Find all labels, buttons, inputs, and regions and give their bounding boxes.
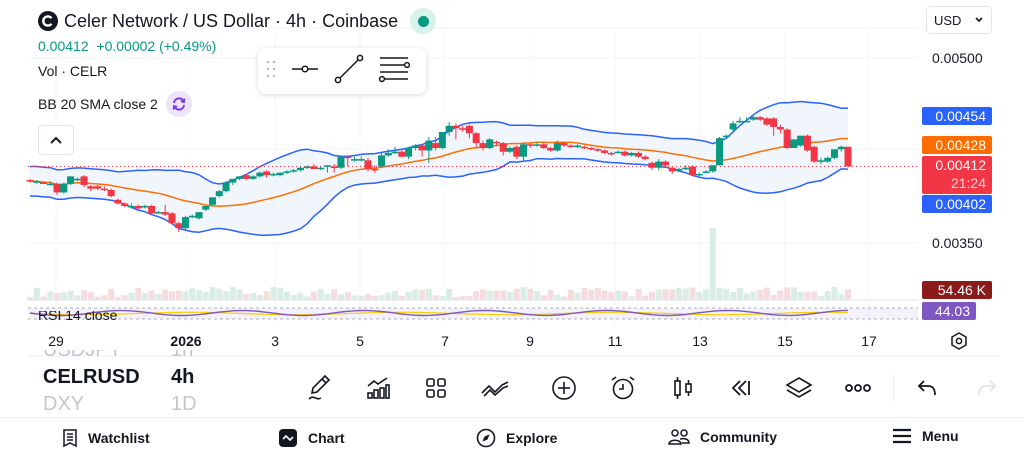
volume-legend[interactable]: Vol · CELR (38, 63, 108, 79)
watchlist-icon (63, 429, 77, 448)
last-price-value: 0.00412 (935, 157, 986, 173)
bottom-navigation: Watchlist Chart Explore Community Menu (0, 417, 1024, 461)
redo-icon (978, 380, 997, 396)
time-tick: 7 (441, 333, 449, 349)
quote-line: 0.00412 +0.00002 (+0.49%) (38, 38, 216, 54)
rsi-legend[interactable]: RSI 14 close (38, 311, 117, 322)
redo-button[interactable] (971, 370, 1003, 406)
symbol-option-next[interactable]: DXY 1D (43, 392, 197, 415)
bb-lower-tag: 0.00402 (922, 195, 992, 213)
chevron-up-icon (50, 136, 62, 144)
indicators-icon (367, 377, 390, 399)
drawing-favorites-toolbar (258, 48, 426, 94)
title-text: Celer Network / US Dollar · 4h · Coinbas… (64, 10, 399, 31)
alert-button[interactable] (607, 370, 639, 406)
last-price-tag: 0.00412 21:24 (922, 156, 992, 194)
layouts-icon (426, 378, 446, 398)
last-price: 0.00412 (38, 38, 89, 54)
collapse-legend-button[interactable] (38, 125, 74, 155)
symbol-picker[interactable]: USDJPY 1h CELRUSD 4h DXY 1D (43, 350, 213, 416)
fib-retracement-icon[interactable] (378, 54, 411, 89)
more-button[interactable] (842, 370, 874, 406)
loading-sync-icon (165, 91, 192, 117)
nav-explore[interactable]: Explore (476, 428, 557, 448)
volume-tag: 54.46 K (922, 281, 992, 299)
chevron-down-icon (975, 17, 983, 23)
currency-selector[interactable]: USD (926, 6, 992, 34)
chart-settings-icon[interactable] (949, 331, 969, 356)
bar-countdown: 21:24 (950, 175, 986, 191)
compare-icon (481, 381, 509, 397)
undo-button[interactable] (911, 370, 943, 406)
trend-line-icon[interactable] (334, 54, 364, 89)
rsi-legend-label: RSI 14 close (38, 311, 118, 322)
draw-button[interactable] (303, 370, 335, 406)
add-icon (552, 376, 576, 400)
chart-type-button[interactable] (667, 370, 699, 406)
bb-upper-tag: 0.00454 (922, 107, 992, 125)
add-button[interactable] (548, 370, 580, 406)
bollinger-legend-label: BB 20 SMA close 2 (38, 96, 158, 112)
more-icon (845, 384, 871, 392)
price-tick-0.00500: 0.00500 (932, 50, 983, 66)
alert-icon (611, 376, 635, 400)
bb-basis-tag: 0.00428 (922, 136, 992, 154)
draw-icon (308, 374, 331, 400)
explore-icon (476, 428, 496, 448)
time-tick: 13 (692, 333, 708, 349)
layouts-button[interactable] (420, 370, 452, 406)
undo-icon (917, 380, 936, 396)
symbol-title[interactable]: Celer Network / US Dollar · 4h · Coinbas… (38, 8, 437, 34)
time-tick: 3 (271, 333, 279, 349)
community-icon (668, 429, 690, 445)
horizontal-line-icon[interactable] (290, 57, 320, 86)
nav-community[interactable]: Community (668, 428, 777, 446)
indicators-button[interactable] (362, 370, 394, 406)
chart-icon (279, 429, 297, 447)
time-tick: 15 (777, 333, 793, 349)
drag-handle-icon[interactable] (266, 59, 276, 84)
toolbar-divider (893, 375, 894, 401)
currency-value: USD (934, 12, 962, 28)
candles-icon (674, 377, 692, 399)
time-tick: 2026 (170, 333, 202, 349)
price-tick-0.00350: 0.00350 (932, 235, 983, 251)
replay-button[interactable] (725, 370, 757, 406)
replay-rewind-icon (731, 380, 750, 396)
symbol-option-prev[interactable]: USDJPY 1h (43, 350, 213, 362)
nav-menu[interactable]: Menu (892, 428, 959, 444)
layers-button[interactable] (783, 370, 815, 406)
market-status-indicator[interactable] (410, 8, 437, 34)
celer-logo-icon (38, 11, 58, 31)
menu-icon (893, 428, 911, 444)
bollinger-legend[interactable]: BB 20 SMA close 2 (38, 91, 192, 117)
symbol-option-current[interactable]: CELRUSD 4h (43, 365, 195, 388)
time-tick: 5 (356, 333, 364, 349)
price-change: +0.00002 (+0.49%) (96, 38, 217, 54)
rsi-tag: 44.03 (922, 302, 976, 320)
time-tick: 17 (861, 333, 877, 349)
time-tick: 11 (607, 333, 623, 349)
market-open-icon (417, 15, 429, 27)
nav-chart[interactable]: Chart (278, 428, 345, 448)
compare-button[interactable] (479, 370, 511, 406)
layers-icon (785, 377, 813, 398)
time-tick: 9 (526, 333, 534, 349)
nav-watchlist[interactable]: Watchlist (62, 428, 150, 448)
time-tick: 29 (48, 333, 64, 349)
